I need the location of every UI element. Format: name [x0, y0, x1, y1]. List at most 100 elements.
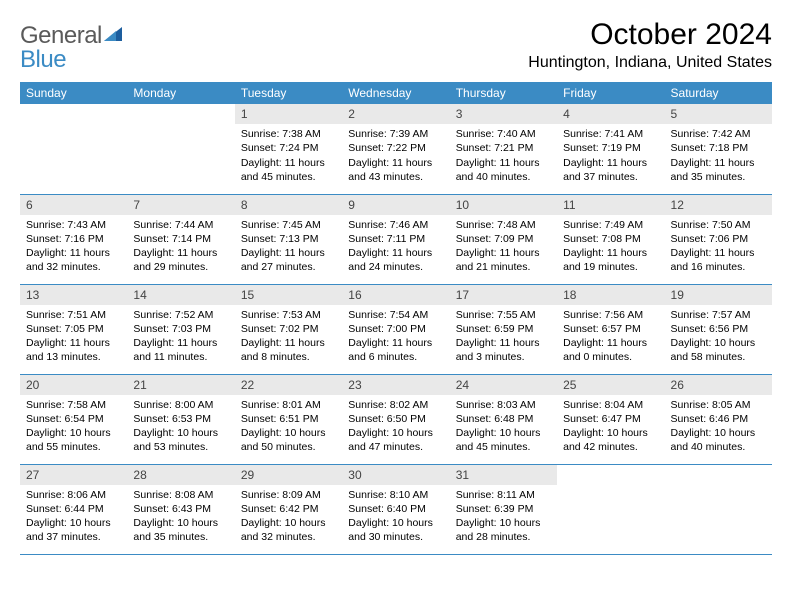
sunrise-line: Sunrise: 7:38 AM — [241, 127, 336, 141]
day-content: Sunrise: 7:39 AMSunset: 7:22 PMDaylight:… — [342, 124, 449, 188]
day-content: Sunrise: 7:50 AMSunset: 7:06 PMDaylight:… — [665, 215, 772, 279]
day-number: 30 — [342, 465, 449, 485]
calendar-empty-cell — [557, 464, 664, 554]
sunrise-line: Sunrise: 8:08 AM — [133, 488, 228, 502]
weekday-header: Tuesday — [235, 82, 342, 104]
daylight-line: Daylight: 10 hours and 58 minutes. — [671, 336, 766, 364]
calendar-day-cell: 14Sunrise: 7:52 AMSunset: 7:03 PMDayligh… — [127, 284, 234, 374]
daylight-line: Daylight: 11 hours and 13 minutes. — [26, 336, 121, 364]
sunrise-line: Sunrise: 7:56 AM — [563, 308, 658, 322]
daylight-line: Daylight: 11 hours and 16 minutes. — [671, 246, 766, 274]
day-number: 9 — [342, 195, 449, 215]
sunrise-line: Sunrise: 7:53 AM — [241, 308, 336, 322]
day-number: 26 — [665, 375, 772, 395]
calendar-week-row: 6Sunrise: 7:43 AMSunset: 7:16 PMDaylight… — [20, 194, 772, 284]
calendar-day-cell: 3Sunrise: 7:40 AMSunset: 7:21 PMDaylight… — [450, 104, 557, 194]
sunset-line: Sunset: 7:08 PM — [563, 232, 658, 246]
daylight-line: Daylight: 11 hours and 40 minutes. — [456, 156, 551, 184]
brand-word-2: Blue — [20, 46, 66, 73]
day-content: Sunrise: 7:52 AMSunset: 7:03 PMDaylight:… — [127, 305, 234, 369]
day-content: Sunrise: 8:03 AMSunset: 6:48 PMDaylight:… — [450, 395, 557, 459]
calendar-header-row: SundayMondayTuesdayWednesdayThursdayFrid… — [20, 82, 772, 104]
sunrise-line: Sunrise: 7:42 AM — [671, 127, 766, 141]
calendar-week-row: 1Sunrise: 7:38 AMSunset: 7:24 PMDaylight… — [20, 104, 772, 194]
day-number: 6 — [20, 195, 127, 215]
daylight-line: Daylight: 10 hours and 50 minutes. — [241, 426, 336, 454]
day-content: Sunrise: 7:54 AMSunset: 7:00 PMDaylight:… — [342, 305, 449, 369]
sunrise-line: Sunrise: 7:43 AM — [26, 218, 121, 232]
month-title: October 2024 — [528, 18, 772, 52]
calendar-week-row: 27Sunrise: 8:06 AMSunset: 6:44 PMDayligh… — [20, 464, 772, 554]
daylight-line: Daylight: 10 hours and 53 minutes. — [133, 426, 228, 454]
calendar-day-cell: 19Sunrise: 7:57 AMSunset: 6:56 PMDayligh… — [665, 284, 772, 374]
sunset-line: Sunset: 6:56 PM — [671, 322, 766, 336]
sunset-line: Sunset: 7:16 PM — [26, 232, 121, 246]
day-number: 7 — [127, 195, 234, 215]
calendar-body: 1Sunrise: 7:38 AMSunset: 7:24 PMDaylight… — [20, 104, 772, 554]
day-content: Sunrise: 7:46 AMSunset: 7:11 PMDaylight:… — [342, 215, 449, 279]
daylight-line: Daylight: 10 hours and 37 minutes. — [26, 516, 121, 544]
daylight-line: Daylight: 11 hours and 45 minutes. — [241, 156, 336, 184]
day-number: 13 — [20, 285, 127, 305]
calendar-empty-cell — [20, 104, 127, 194]
weekday-header: Thursday — [450, 82, 557, 104]
daylight-line: Daylight: 11 hours and 0 minutes. — [563, 336, 658, 364]
day-content: Sunrise: 7:57 AMSunset: 6:56 PMDaylight:… — [665, 305, 772, 369]
day-number: 10 — [450, 195, 557, 215]
day-content: Sunrise: 8:06 AMSunset: 6:44 PMDaylight:… — [20, 485, 127, 549]
sunset-line: Sunset: 6:53 PM — [133, 412, 228, 426]
day-content: Sunrise: 7:55 AMSunset: 6:59 PMDaylight:… — [450, 305, 557, 369]
day-number: 15 — [235, 285, 342, 305]
day-content: Sunrise: 7:53 AMSunset: 7:02 PMDaylight:… — [235, 305, 342, 369]
sunrise-line: Sunrise: 8:10 AM — [348, 488, 443, 502]
daylight-line: Daylight: 10 hours and 55 minutes. — [26, 426, 121, 454]
sunrise-line: Sunrise: 7:46 AM — [348, 218, 443, 232]
daylight-line: Daylight: 11 hours and 43 minutes. — [348, 156, 443, 184]
day-content: Sunrise: 7:40 AMSunset: 7:21 PMDaylight:… — [450, 124, 557, 188]
calendar-empty-cell — [665, 464, 772, 554]
sunset-line: Sunset: 6:40 PM — [348, 502, 443, 516]
day-number: 28 — [127, 465, 234, 485]
day-number: 31 — [450, 465, 557, 485]
sunset-line: Sunset: 6:50 PM — [348, 412, 443, 426]
sunrise-line: Sunrise: 7:52 AM — [133, 308, 228, 322]
sunrise-line: Sunrise: 7:54 AM — [348, 308, 443, 322]
day-content: Sunrise: 7:43 AMSunset: 7:16 PMDaylight:… — [20, 215, 127, 279]
sail-icon — [104, 24, 126, 48]
daylight-line: Daylight: 10 hours and 40 minutes. — [671, 426, 766, 454]
sunset-line: Sunset: 6:51 PM — [241, 412, 336, 426]
day-content: Sunrise: 7:44 AMSunset: 7:14 PMDaylight:… — [127, 215, 234, 279]
sunrise-line: Sunrise: 8:03 AM — [456, 398, 551, 412]
calendar-day-cell: 6Sunrise: 7:43 AMSunset: 7:16 PMDaylight… — [20, 194, 127, 284]
day-number: 16 — [342, 285, 449, 305]
day-number: 14 — [127, 285, 234, 305]
calendar-day-cell: 29Sunrise: 8:09 AMSunset: 6:42 PMDayligh… — [235, 464, 342, 554]
weekday-header: Saturday — [665, 82, 772, 104]
sunset-line: Sunset: 6:39 PM — [456, 502, 551, 516]
day-number: 21 — [127, 375, 234, 395]
day-content: Sunrise: 8:02 AMSunset: 6:50 PMDaylight:… — [342, 395, 449, 459]
calendar-day-cell: 2Sunrise: 7:39 AMSunset: 7:22 PMDaylight… — [342, 104, 449, 194]
day-number: 19 — [665, 285, 772, 305]
sunset-line: Sunset: 7:05 PM — [26, 322, 121, 336]
day-number: 22 — [235, 375, 342, 395]
day-content: Sunrise: 8:08 AMSunset: 6:43 PMDaylight:… — [127, 485, 234, 549]
calendar-day-cell: 9Sunrise: 7:46 AMSunset: 7:11 PMDaylight… — [342, 194, 449, 284]
day-content: Sunrise: 8:11 AMSunset: 6:39 PMDaylight:… — [450, 485, 557, 549]
daylight-line: Daylight: 11 hours and 24 minutes. — [348, 246, 443, 274]
sunrise-line: Sunrise: 7:57 AM — [671, 308, 766, 322]
calendar-empty-cell — [127, 104, 234, 194]
daylight-line: Daylight: 11 hours and 32 minutes. — [26, 246, 121, 274]
daylight-line: Daylight: 11 hours and 21 minutes. — [456, 246, 551, 274]
sunset-line: Sunset: 7:06 PM — [671, 232, 766, 246]
page-header: General Blue October 2024 Huntington, In… — [20, 18, 772, 72]
weekday-header: Monday — [127, 82, 234, 104]
calendar-day-cell: 22Sunrise: 8:01 AMSunset: 6:51 PMDayligh… — [235, 374, 342, 464]
weekday-header: Sunday — [20, 82, 127, 104]
calendar-day-cell: 18Sunrise: 7:56 AMSunset: 6:57 PMDayligh… — [557, 284, 664, 374]
sunset-line: Sunset: 7:09 PM — [456, 232, 551, 246]
calendar-day-cell: 15Sunrise: 7:53 AMSunset: 7:02 PMDayligh… — [235, 284, 342, 374]
daylight-line: Daylight: 10 hours and 45 minutes. — [456, 426, 551, 454]
daylight-line: Daylight: 11 hours and 3 minutes. — [456, 336, 551, 364]
sunrise-line: Sunrise: 7:55 AM — [456, 308, 551, 322]
